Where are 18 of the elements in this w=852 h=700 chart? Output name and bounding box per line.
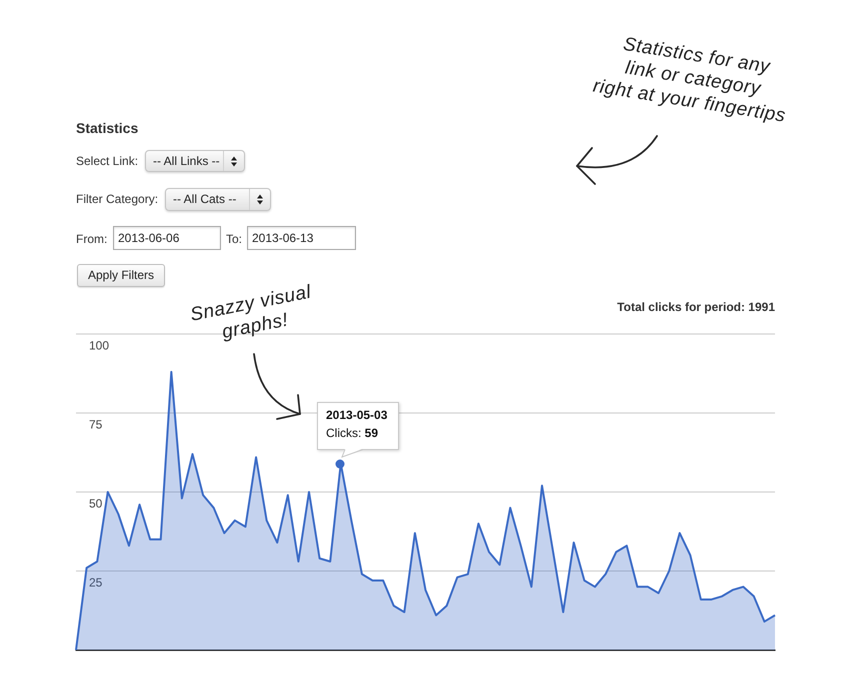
annotation: 2013-05-03 Clicks: 59	[326, 408, 388, 441]
text: Total clicks for period: 1991	[617, 299, 775, 315]
dropdown[interactable]: -- All Cats --	[165, 188, 271, 211]
y-tick-label: 100	[89, 338, 110, 352]
text: Statistics for any link or category right at your fingertips	[590, 32, 788, 129]
text: From:	[76, 231, 108, 247]
chart-title: Statistics	[76, 119, 138, 137]
y-tick-label: 25	[89, 575, 103, 590]
text: To:	[226, 231, 242, 247]
button[interactable]: Apply Filters	[77, 264, 165, 287]
y-tick-label: 75	[89, 417, 103, 432]
dropdown[interactable]: -- All Links --	[145, 150, 245, 172]
y-tick-label: 50	[89, 496, 103, 510]
text: Select Link:	[76, 153, 138, 169]
text: Filter Category:	[76, 191, 158, 207]
text-field[interactable]: 2013-06-06	[113, 226, 221, 250]
annotation: Snazzy visual graphs!	[188, 280, 314, 345]
text-field[interactable]: 2013-06-13	[247, 226, 356, 250]
